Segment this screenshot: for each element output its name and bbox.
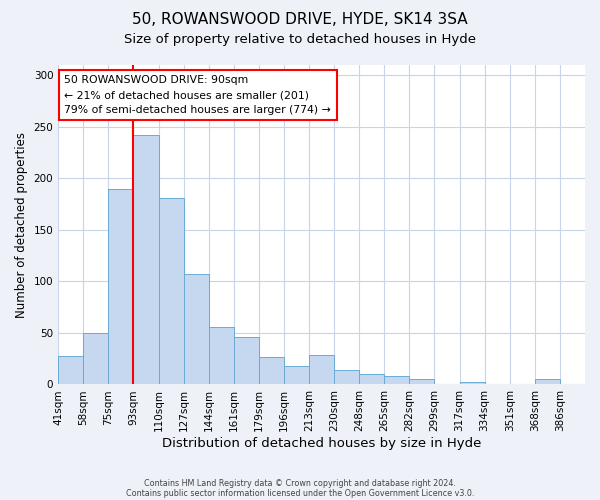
Bar bbox=[184, 274, 209, 384]
Bar bbox=[385, 376, 409, 384]
Bar bbox=[234, 337, 259, 384]
Text: Contains HM Land Registry data © Crown copyright and database right 2024.: Contains HM Land Registry data © Crown c… bbox=[144, 478, 456, 488]
Bar bbox=[109, 188, 133, 384]
Bar bbox=[158, 198, 184, 384]
Bar bbox=[409, 380, 434, 384]
Bar bbox=[359, 374, 385, 384]
Y-axis label: Number of detached properties: Number of detached properties bbox=[15, 132, 28, 318]
Bar bbox=[259, 356, 284, 384]
Bar bbox=[284, 366, 309, 384]
Text: Contains public sector information licensed under the Open Government Licence v3: Contains public sector information licen… bbox=[126, 488, 474, 498]
Text: 50 ROWANSWOOD DRIVE: 90sqm
← 21% of detached houses are smaller (201)
79% of sem: 50 ROWANSWOOD DRIVE: 90sqm ← 21% of deta… bbox=[64, 76, 331, 115]
X-axis label: Distribution of detached houses by size in Hyde: Distribution of detached houses by size … bbox=[162, 437, 481, 450]
Bar bbox=[209, 326, 234, 384]
Text: Size of property relative to detached houses in Hyde: Size of property relative to detached ho… bbox=[124, 32, 476, 46]
Bar bbox=[334, 370, 359, 384]
Bar bbox=[58, 356, 83, 384]
Text: 50, ROWANSWOOD DRIVE, HYDE, SK14 3SA: 50, ROWANSWOOD DRIVE, HYDE, SK14 3SA bbox=[132, 12, 468, 28]
Bar bbox=[133, 135, 158, 384]
Bar bbox=[460, 382, 485, 384]
Bar bbox=[83, 333, 109, 384]
Bar bbox=[535, 380, 560, 384]
Bar bbox=[309, 354, 334, 384]
